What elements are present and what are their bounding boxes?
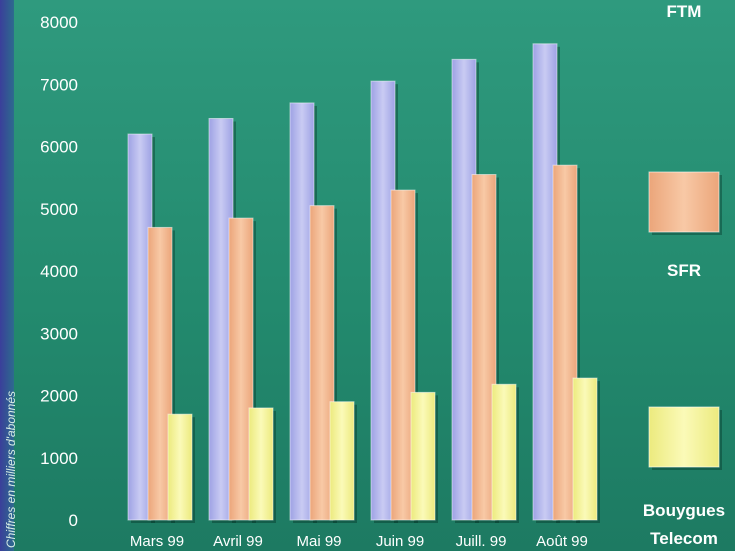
legend-swatch-bouygues-telecom xyxy=(648,406,722,470)
bar-bouygues-telecom xyxy=(410,391,438,523)
y-tick-label: 7000 xyxy=(40,75,78,94)
bar-bouygues-telecom xyxy=(572,377,600,523)
y-tick-label: 0 xyxy=(69,511,78,530)
y-tick-label: 2000 xyxy=(40,387,78,406)
y-tick-label: 6000 xyxy=(40,138,78,157)
legend-label: Bouygues xyxy=(643,501,725,520)
bar-sfr xyxy=(390,189,418,523)
x-axis: Mars 99 Avril 99 Mai 99 Juin 99 Juill. 99 Aoû… xyxy=(130,533,588,550)
x-tick-label: Juill. 99 xyxy=(456,533,507,550)
bar-bouygues-telecom xyxy=(329,401,357,523)
y-axis: 0 1000 2000 3000 4000 5000 6000 7000 8000 xyxy=(40,13,78,530)
x-tick-label: Avril 99 xyxy=(213,533,263,550)
y-tick-label: 1000 xyxy=(40,449,78,468)
bar-bouygues-telecom xyxy=(491,383,519,523)
x-tick-label: Mars 99 xyxy=(130,533,184,550)
legend-label: SFR xyxy=(667,261,701,280)
legend: FTM SFR Bouygues Telecom xyxy=(643,2,725,548)
y-tick-label: 8000 xyxy=(40,13,78,32)
bar-bouygues-telecom xyxy=(167,413,195,523)
x-tick-label: Juin 99 xyxy=(376,533,424,550)
legend-swatch-sfr xyxy=(648,171,722,235)
y-tick-label: 4000 xyxy=(40,262,78,281)
y-axis-label: Chiffres en milliers d'abonnés xyxy=(4,391,18,548)
legend-label: FTM xyxy=(667,2,702,21)
bars-group xyxy=(127,43,600,524)
x-tick-label: Mai 99 xyxy=(296,533,341,550)
y-tick-label: 5000 xyxy=(40,200,78,219)
legend-label: Telecom xyxy=(650,529,718,548)
bar-sfr xyxy=(228,217,256,523)
x-tick-label: Août 99 xyxy=(536,533,588,550)
bar-bouygues-telecom xyxy=(248,407,276,523)
bar-sfr xyxy=(147,226,175,524)
y-tick-label: 3000 xyxy=(40,324,78,343)
left-accent-band xyxy=(0,0,14,551)
